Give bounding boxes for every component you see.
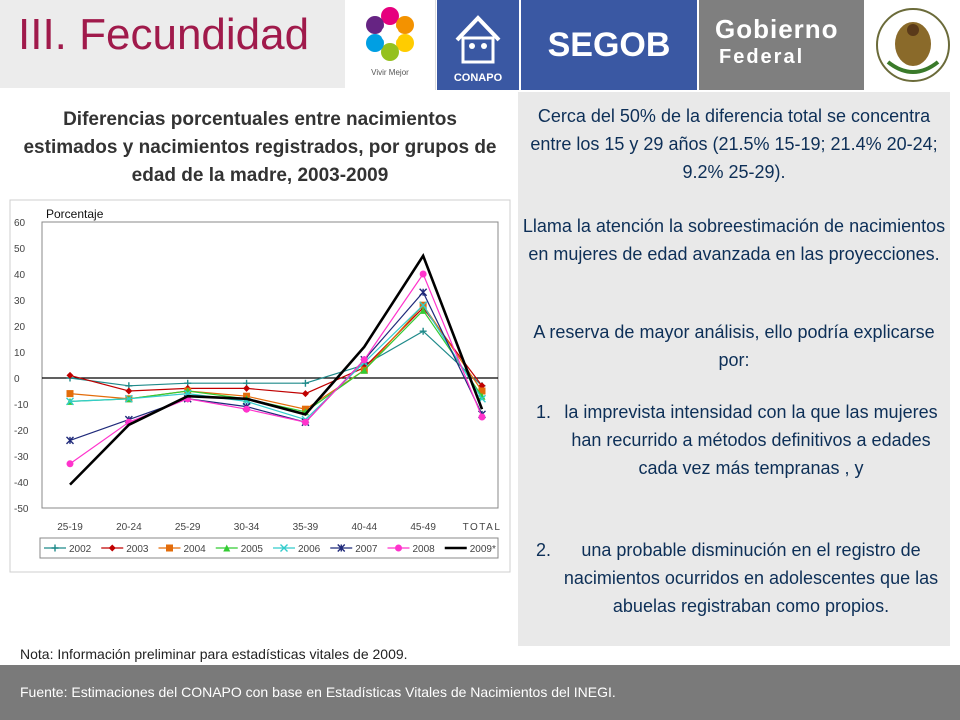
data-point (66, 371, 74, 379)
plot-area (41, 221, 499, 509)
paragraph-3: A reserva de mayor análisis, ello podría… (533, 322, 935, 370)
legend-label: 2009* (470, 544, 496, 555)
data-point (301, 379, 309, 387)
series-line-2006 (69, 304, 483, 421)
legend-label: 2004 (184, 544, 207, 555)
legend-marker (223, 544, 231, 552)
y-tick-label: -40 (14, 478, 29, 489)
data-point (243, 384, 251, 392)
vivir-mejor-logo: Vivir Mejor (345, 0, 436, 90)
x-tick-label: 35-39 (293, 522, 319, 533)
commentary-panel: Cerca del 50% de la diferencia total se … (518, 92, 950, 646)
legend-marker (108, 544, 116, 552)
gobierno-federal-logo: Gobierno Federal (699, 0, 864, 90)
series-line-2003 (69, 306, 483, 395)
data-point (419, 270, 427, 278)
data-point (124, 394, 133, 403)
series-line-2007 (69, 291, 483, 441)
segob-logo: SEGOB (521, 0, 697, 90)
chart-title: Diferencias porcentuales entre nacimient… (23, 109, 497, 186)
data-point (419, 327, 427, 335)
legend-label: 2006 (298, 544, 321, 555)
series-line-2002 (69, 330, 483, 387)
y-tick-label: -20 (14, 426, 29, 437)
y-tick-label: -50 (14, 504, 29, 515)
y-tick-label: 50 (14, 244, 26, 255)
mexico-coat-of-arms-icon (866, 0, 960, 90)
gobierno-text: Gobierno (715, 14, 839, 44)
data-point (125, 387, 133, 395)
header: III. Fecundidad Vivir Mejor CONAPO SEGOB (0, 0, 960, 90)
list-text: la imprevista intensidad con la que las … (564, 402, 938, 478)
x-tick-label: 25-19 (57, 522, 83, 533)
x-tick-label: 45-49 (410, 522, 436, 533)
y-tick-label: 40 (14, 270, 26, 281)
line-chart: 60 50 40 30 20 10 0 -10 -20 -30 -40 -50 Porcentaje 25… (9, 199, 511, 573)
data-point (478, 387, 486, 395)
data-point (360, 356, 368, 364)
paragraph-2: Llama la atención la sobreestimación de … (522, 216, 946, 264)
y-tick-label: 0 (14, 374, 20, 385)
x-tick-label: 40-44 (351, 522, 377, 533)
list-text: una probable disminución en el registro … (563, 540, 939, 616)
data-point (243, 405, 251, 413)
list-number: 2. (536, 540, 552, 560)
segob-text: SEGOB (547, 26, 671, 64)
x-tick-label: 25-29 (175, 522, 201, 533)
y-tick-label: -10 (14, 400, 29, 411)
flower-icon (366, 7, 414, 61)
legend-label: 2005 (241, 544, 264, 555)
legend-marker (337, 544, 346, 552)
data-point (66, 436, 74, 445)
data-point (301, 418, 309, 426)
legend-marker (395, 544, 402, 552)
series-line-2008 (69, 272, 483, 465)
data-point (66, 390, 74, 398)
legend-marker (280, 544, 288, 552)
conapo-caption: CONAPO (453, 72, 503, 84)
legend-marker (166, 544, 173, 552)
data-point (478, 413, 486, 421)
legend-box (39, 537, 499, 559)
x-tick-label: 20-24 (116, 522, 142, 533)
y-tick-label: -30 (14, 452, 29, 463)
page-title: III. Fecundidad (18, 10, 310, 59)
data-point (301, 390, 309, 398)
paragraph-1: Cerca del 50% de la diferencia total se … (530, 106, 938, 182)
data-point (66, 397, 74, 406)
data-point (419, 288, 428, 297)
legend-label: 2003 (126, 544, 149, 555)
y-axis-label: Porcentaje (46, 207, 104, 221)
legend-label: 2008 (413, 544, 436, 555)
y-tick-label: 20 (14, 322, 26, 333)
legend-marker (51, 544, 59, 552)
data-point (66, 460, 74, 468)
title-box: III. Fecundidad (0, 0, 345, 88)
list-number: 1. (536, 402, 552, 422)
y-tick-label: 10 (14, 348, 26, 359)
vivir-mejor-caption: Vivir Mejor (371, 68, 409, 77)
data-point (360, 366, 368, 374)
source-text: Fuente: Estimaciones del CONAPO con base… (20, 684, 616, 700)
x-tick-label: TOTAL (463, 522, 502, 533)
conapo-logo: CONAPO (437, 0, 519, 90)
legend-label: 2007 (355, 544, 378, 555)
data-point (419, 301, 428, 310)
footer: Fuente: Estimaciones del CONAPO con base… (0, 665, 960, 720)
federal-text: Federal (719, 46, 805, 68)
series-line-2009 (69, 252, 484, 486)
y-tick-label: 30 (14, 296, 26, 307)
house-icon (455, 15, 501, 64)
note-text: Nota: Información preliminar para estadí… (20, 646, 408, 662)
data-point (419, 306, 427, 314)
y-tick-label: 60 (14, 218, 26, 229)
legend-label: 2002 (69, 544, 92, 555)
x-tick-label: 30-34 (234, 522, 260, 533)
